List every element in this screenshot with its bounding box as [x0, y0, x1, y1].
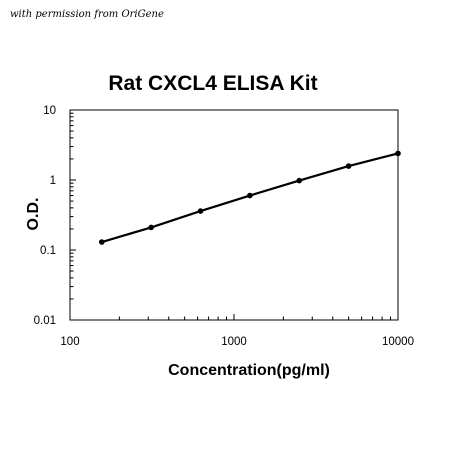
y-tick-label: 0.01 [34, 315, 56, 327]
data-point [98, 239, 105, 245]
x-axis-tick-labels: 100 1000 10000 [60, 336, 414, 348]
x-axis-label: Concentration(pg/ml) [168, 362, 330, 379]
data-point [197, 208, 204, 214]
x-axis-ticks [69, 314, 391, 320]
x-tick-label: 10000 [382, 336, 414, 348]
x-tick-label: 100 [60, 336, 79, 348]
data-point [296, 177, 303, 184]
y-axis-label: O.D. [25, 198, 42, 231]
series-layer [98, 150, 401, 245]
permission-note: with permission from OriGene [10, 9, 164, 20]
data-point [148, 224, 154, 231]
x-tick-label: 1000 [221, 336, 247, 348]
y-axis-ticks [70, 112, 76, 321]
y-axis-tick-labels: 0.01 0.1 1 10 [34, 105, 56, 327]
y-tick-label: 1 [50, 175, 56, 187]
chart-title: Rat CXCL4 ELISA Kit [108, 72, 317, 95]
y-tick-label: 0.1 [40, 245, 56, 257]
data-point [345, 163, 352, 169]
plot-area: 100 1000 10000 0.01 0.1 1 10 [34, 105, 414, 348]
data-point [395, 150, 401, 157]
y-tick-label: 10 [43, 105, 56, 117]
plot-frame [69, 109, 399, 321]
data-point [247, 192, 253, 199]
